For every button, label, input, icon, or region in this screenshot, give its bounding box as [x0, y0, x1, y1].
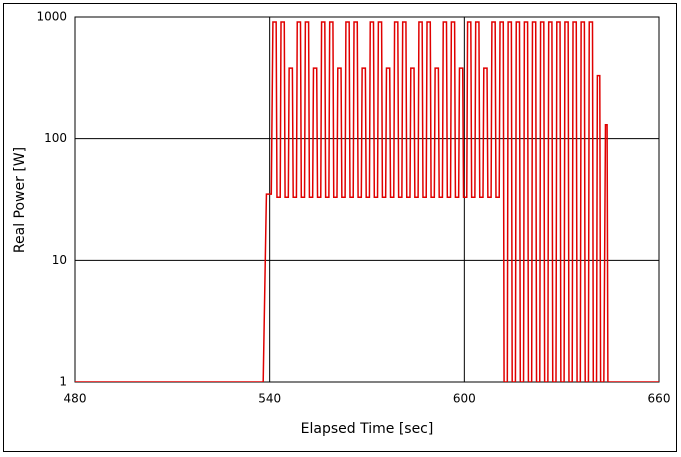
x-axis-title: Elapsed Time [sec] [301, 421, 434, 437]
y-tick-label: 1000 [36, 10, 67, 24]
frame [3, 3, 677, 452]
x-tick-label: 540 [258, 392, 281, 406]
plot-layer [75, 21, 659, 382]
plot-area [75, 17, 659, 382]
x-tick-label: 660 [648, 392, 671, 406]
y-axis-title: Real Power [W] [12, 147, 28, 253]
data-line [75, 21, 659, 382]
y-tick-label: 100 [44, 131, 67, 145]
y-tick-label: 10 [52, 253, 67, 267]
y-tick-label: 1 [59, 375, 67, 389]
plot-border [74, 16, 660, 383]
x-tick-label: 480 [64, 392, 87, 406]
x-tick-label: 600 [453, 392, 476, 406]
